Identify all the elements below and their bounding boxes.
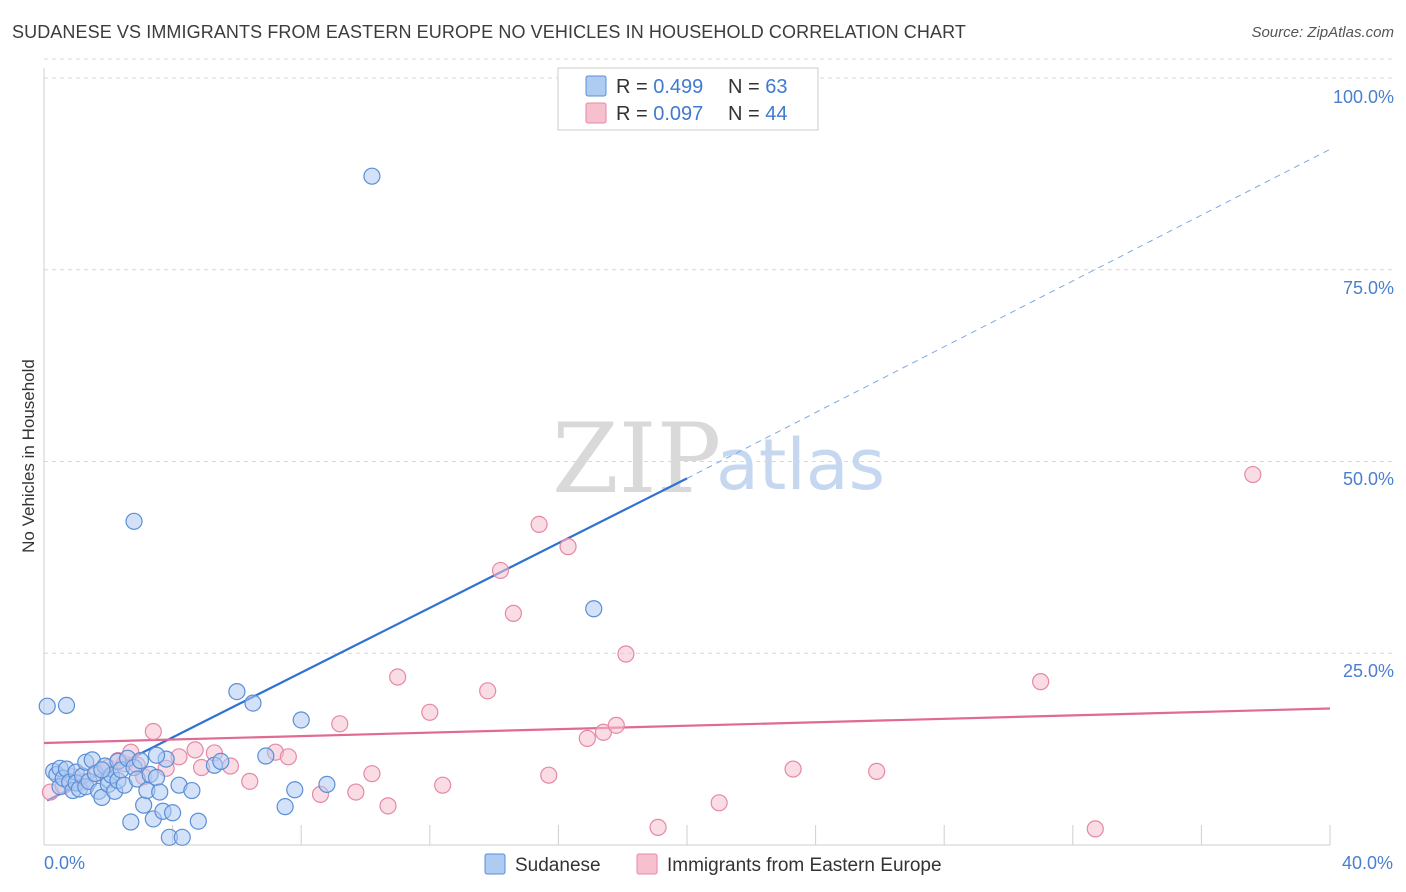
bottom-legend-swatch-eastern [636,853,658,875]
watermark: ZIP atlas [552,403,885,515]
legend-n-label: N = [728,103,765,125]
legend-n-value: 44 [765,103,787,125]
eastern-europe-point [347,783,365,801]
watermark-atlas: atlas [716,424,885,506]
sudanese-point [244,694,262,712]
sudanese-point [173,828,191,846]
eastern-europe-point [710,794,728,812]
eastern-europe-point [559,538,577,556]
sudanese-point [212,752,230,770]
eastern-europe-point [868,762,886,780]
eastern-europe-point [784,760,802,778]
legend-r-label: R = [616,103,653,125]
sudanese-point [135,796,153,814]
legend-n-eastern: N = 44 [728,103,788,125]
eastern-europe-point [279,748,297,766]
legend-r-value: 0.097 [653,103,703,125]
eastern-europe-point [241,772,259,790]
eastern-europe-point [540,766,558,784]
bottom-legend-swatch-sudanese [484,853,506,875]
legend-swatch-eastern [585,102,607,124]
source-label: Source: ZipAtlas.com [1251,24,1394,41]
sudanese-point [151,783,169,801]
sudanese-points [38,167,603,846]
sudanese-point [257,747,275,765]
eastern-europe-point [389,668,407,686]
legend-r-value: 0.499 [653,76,703,98]
eastern-europe-point [649,818,667,836]
eastern-europe-point [144,722,162,741]
sudanese-trend-extension [686,148,1331,479]
y-tick-label: 75.0% [1343,278,1394,298]
legend-n-value: 63 [765,76,787,98]
eastern-europe-point [504,604,522,622]
gridlines [44,58,1393,654]
correlation-legend: R = 0.499 N = 63 R = 0.097 N = 44 [557,67,819,131]
sudanese-point [57,696,76,715]
legend-n-label: N = [728,76,765,98]
eastern-europe-point [578,729,596,747]
series-legend: Sudanese Immigrants from Eastern Europe [484,853,942,876]
eastern-europe-point [379,797,397,815]
sudanese-point [228,682,246,701]
eastern-europe-point [530,515,548,533]
trend-lines [43,148,1331,802]
eastern-europe-point [421,703,439,721]
x-tick-label-min: 0.0% [44,853,85,873]
legend-row-eastern: R = 0.097 [616,103,703,125]
chart-title: SUDANESE VS IMMIGRANTS FROM EASTERN EURO… [12,22,966,42]
sudanese-point [363,167,381,185]
sudanese-point [286,781,304,799]
y-tick-label: 100.0% [1333,87,1394,107]
legend-r-label: R = [616,76,653,98]
sudanese-point [93,761,111,779]
eastern-europe-point [1086,820,1104,838]
sudanese-point [318,775,336,794]
sudanese-point [292,711,310,729]
eastern-europe-point [1032,673,1050,691]
watermark-zip: ZIP [552,403,721,515]
sudanese-point [122,813,140,831]
sudanese-point [189,812,207,830]
sudanese-point [164,804,182,822]
sudanese-point [183,781,201,800]
eastern-europe-point [617,645,635,663]
eastern-europe-point [1244,465,1262,484]
axes [43,68,1331,846]
sudanese-point [147,746,166,764]
bottom-legend-label-sudanese: Sudanese [515,855,601,876]
sudanese-point [131,752,150,770]
legend-n-sudanese: N = 63 [728,76,788,98]
sudanese-point [125,512,143,530]
sudanese-point [147,768,166,787]
x-tick-label-max: 40.0% [1342,853,1393,873]
y-tick-label: 50.0% [1343,469,1394,489]
eastern-europe-point [363,765,381,783]
y-tick-label: 25.0% [1343,661,1394,681]
sudanese-trend-line [46,477,688,802]
bottom-legend-label-eastern: Immigrants from Eastern Europe [667,855,942,876]
sudanese-point [38,697,56,715]
eastern-europe-point [186,741,204,759]
sudanese-point [276,798,294,816]
eastern-europe-point [491,561,510,580]
eastern-europe-points [41,465,1262,838]
y-axis-label: No Vehicles in Household [19,359,38,553]
eastern-europe-point [434,776,452,794]
legend-swatch-sudanese [585,75,607,97]
eastern-europe-point [479,682,497,700]
sudanese-point [585,600,603,618]
legend-row-sudanese: R = 0.499 [616,76,703,98]
eastern-europe-trend-line [43,707,1331,745]
eastern-europe-point [607,716,625,734]
eastern-europe-point [331,715,349,733]
